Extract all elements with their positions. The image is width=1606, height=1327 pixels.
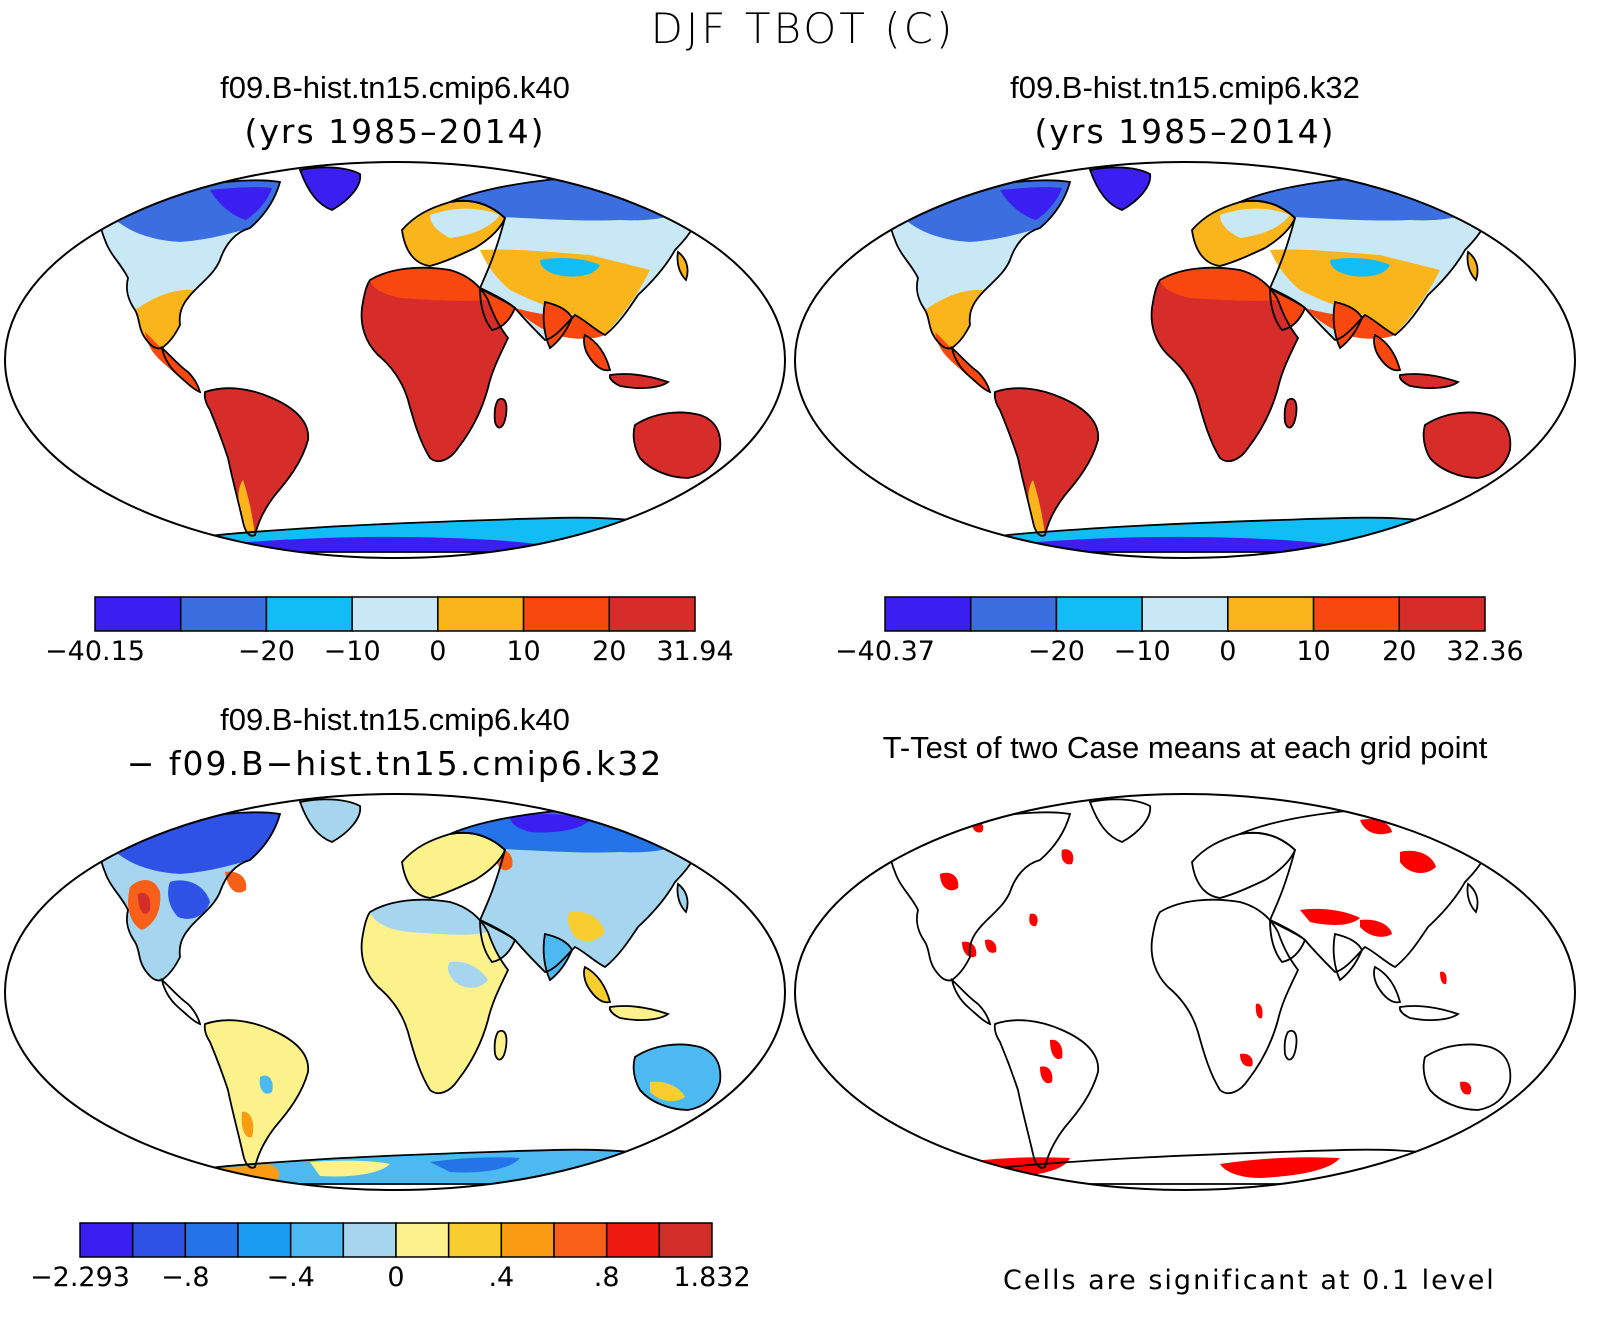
panel1-subtitle: (yrs 1985–2014) [244,112,546,151]
panel2-colorbar-labels: −40.37 −20 −10 0 10 20 32.36 [835,636,1524,670]
colorbar-swatch [289,1222,345,1258]
colorbar-swatch [395,1222,450,1258]
colorbar-tick-label: 10 [506,636,541,667]
panel1-title: f09.B-hist.tn15.cmip6.k40 [220,70,570,105]
colorbar-swatch [265,596,353,632]
colorbar-swatch [605,1222,661,1258]
colorbar-tick-label: 0 [429,636,447,667]
colorbar-swatch [1141,596,1229,632]
colorbar-tick-label: 1.832 [673,1262,751,1293]
colorbar-tick-label: 20 [592,636,627,667]
colorbar-tick-label: −40.15 [45,636,145,667]
colorbar-tick-label: −40.37 [835,636,935,667]
colorbar-tick-label: 32.36 [1446,636,1524,667]
colorbar-swatch [179,596,268,632]
colorbar-swatch [79,1222,134,1258]
colorbar-tick-label: −10 [1113,636,1171,667]
colorbar-tick-label: 20 [1382,636,1417,667]
colorbar-swatch [1398,596,1486,632]
panel2-subtitle: (yrs 1985–2014) [1034,112,1336,151]
panel2-title: f09.B-hist.tn15.cmip6.k32 [1010,70,1360,105]
colorbar-swatch [1055,596,1143,632]
colorbar-tick-label: −.8 [161,1262,210,1293]
colorbar-swatch [553,1222,608,1258]
colorbar-tick-label: 0 [1219,636,1237,667]
panel2-map [794,161,1576,559]
colorbar-swatch [522,596,611,632]
colorbar-swatch [184,1222,239,1258]
colorbar-swatch [500,1222,555,1258]
colorbar-swatch [608,596,696,632]
colorbar-swatch [94,596,182,632]
colorbar-swatch [342,1222,397,1258]
colorbar-tick-label: .8 [593,1262,620,1293]
colorbar-swatch [658,1222,713,1258]
panel4-title: T-Test of two Case means at each grid po… [882,730,1488,765]
colorbar-swatch [969,596,1058,632]
panel1-colorbar [94,596,696,632]
significance-note: Cells are significant at 0.1 level [1003,1265,1496,1296]
colorbar-tick-label: −2.293 [30,1262,130,1293]
panel4-map [794,793,1576,1191]
colorbar-swatch [1227,596,1315,632]
panel3-colorbar [79,1222,713,1258]
figure-title: DJF TBOT (C) [650,4,956,53]
colorbar-swatch [351,596,439,632]
colorbar-swatch [884,596,972,632]
panel1-colorbar-labels: −40.15 −20 −10 0 10 20 31.94 [45,636,734,670]
colorbar-tick-label: 0 [387,1262,405,1293]
colorbar-tick-label: −20 [1027,636,1085,667]
colorbar-tick-label: −.4 [266,1262,315,1293]
colorbar-tick-label: −10 [323,636,381,667]
panel2-colorbar [884,596,1486,632]
panel1-map [4,161,786,559]
colorbar-tick-label: 31.94 [656,636,734,667]
colorbar-swatch [1312,596,1401,632]
colorbar-swatch [447,1222,503,1258]
colorbar-tick-label: .4 [488,1262,515,1293]
colorbar-swatch [237,1222,292,1258]
panel3-subtitle: − f09.B−hist.tn15.cmip6.k32 [126,744,664,783]
panel3-title: f09.B-hist.tn15.cmip6.k40 [220,702,570,737]
colorbar-swatch [437,596,525,632]
colorbar-tick-label: −20 [237,636,295,667]
colorbar-tick-label: 10 [1296,636,1331,667]
panel3-map [4,793,786,1191]
colorbar-swatch [131,1222,187,1258]
panel3-colorbar-labels: −2.293 −.8 −.4 0 .4 .8 1.832 [30,1262,751,1296]
